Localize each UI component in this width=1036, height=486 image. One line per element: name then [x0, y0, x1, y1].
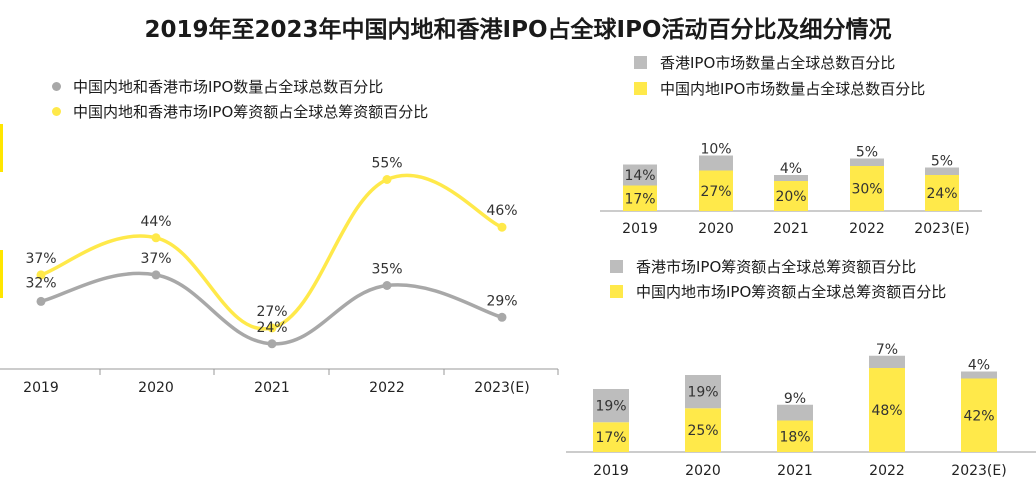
line-legend-label-count: 中国内地和香港市场IPO数量占全球总数百分比	[73, 78, 384, 96]
bar-top-data-label-mainland: 24%	[926, 186, 957, 202]
line-point-funds	[36, 270, 46, 280]
bar-bottom-data-label-mainland: 17%	[595, 430, 626, 446]
bar-top-data-label-hk: 5%	[856, 145, 878, 161]
line-data-label-count: 24%	[256, 320, 287, 336]
bar-bottom-bar-hk	[961, 371, 997, 379]
bar-bottom-data-label-hk: 9%	[784, 391, 806, 407]
edge-accent-mark	[0, 124, 3, 172]
bar-bottom-data-label-hk: 19%	[687, 385, 718, 401]
bar-bottom-bar-mainland	[593, 422, 629, 452]
bar-top-data-label-hk: 5%	[931, 154, 953, 170]
line-point-count	[497, 312, 507, 322]
line-data-label-count: 29%	[486, 293, 517, 309]
bar-top-bar-hk	[623, 164, 657, 186]
bar-top-bar-hk	[925, 167, 959, 175]
line-chart-x-tick-label: 2020	[138, 380, 174, 396]
line-data-label-funds: 37%	[25, 251, 56, 267]
bar-top-x-tick-label: 2019	[622, 221, 658, 237]
bar-top-legend-label-hk: 香港IPO市场数量占全球总数百分比	[660, 54, 896, 72]
line-legend-label-funds: 中国内地和香港市场IPO筹资额占全球总筹资额百分比	[73, 103, 429, 121]
bar-top-data-label-hk: 4%	[780, 161, 802, 177]
bar-top-data-label-mainland: 20%	[775, 189, 806, 205]
line-point-count	[36, 296, 46, 306]
line-point-funds	[497, 222, 507, 232]
bar-bottom-legend-label-hk: 香港市场IPO筹资额占全球总筹资额百分比	[636, 258, 917, 276]
line-data-label-funds: 46%	[486, 203, 517, 219]
line-data-label-funds: 44%	[140, 214, 171, 230]
bar-bottom-x-tick-label: 2019	[593, 463, 629, 479]
bar-bottom-bar-mainland	[961, 378, 997, 452]
bar-bottom-bar-mainland	[869, 368, 905, 452]
bar-top-bar-mainland	[623, 185, 657, 211]
legend-gray-dot-icon	[52, 82, 61, 91]
bar-top-bar-mainland	[699, 170, 733, 211]
bar-top-bar-mainland	[774, 181, 808, 211]
bar-top-bar-hk	[850, 158, 884, 166]
bar-top-legend-label-mainland: 中国内地IPO市场数量占全球总数百分比	[660, 80, 926, 98]
line-point-funds	[151, 233, 161, 243]
bar-top-legend-item-mainland: 中国内地IPO市场数量占全球总数百分比	[634, 78, 925, 99]
bar-bottom-legend-item-hk: 香港市场IPO筹资额占全球总筹资额百分比	[610, 256, 916, 277]
line-point-funds	[382, 175, 392, 184]
legend-yellow-square-icon	[610, 285, 623, 298]
line-data-label-count: 37%	[140, 251, 171, 267]
bar-top-x-tick-label: 2021	[773, 221, 809, 237]
bar-bottom-data-label-mainland: 18%	[779, 429, 810, 445]
line-point-count	[151, 270, 161, 280]
legend-yellow-dot-icon	[52, 107, 61, 116]
bar-top-x-tick-label: 2023(E)	[914, 221, 969, 237]
bar-bottom-data-label-mainland: 25%	[687, 423, 718, 439]
chart-title: 2019年至2023年中国内地和香港IPO占全球IPO活动百分比及细分情况	[144, 17, 892, 43]
line-legend-item-count: 中国内地和香港市场IPO数量占全球总数百分比	[52, 76, 383, 97]
legend-yellow-square-icon	[634, 82, 647, 95]
bar-top-data-label-hk: 10%	[700, 142, 731, 158]
bar-bottom-bar-hk	[685, 375, 721, 409]
bar-bottom-bar-hk	[593, 389, 629, 423]
bar-bottom-x-tick-label: 2020	[685, 463, 721, 479]
line-point-count	[267, 339, 277, 349]
bar-bottom-x-tick-label: 2021	[777, 463, 813, 479]
bar-bottom-bar-hk	[777, 404, 813, 421]
line-chart-x-tick-label: 2019	[23, 380, 59, 396]
line-chart-x-tick-label: 2023(E)	[474, 380, 529, 396]
bar-top-legend-item-hk: 香港IPO市场数量占全球总数百分比	[634, 52, 895, 73]
bar-top-bar-hk	[774, 175, 808, 181]
legend-gray-square-icon	[634, 56, 647, 69]
bar-bottom-data-label-hk: 19%	[595, 399, 626, 415]
bar-top-bar-mainland	[850, 166, 884, 211]
bar-bottom-x-tick-label: 2022	[869, 463, 905, 479]
bar-bottom-bar-hk	[869, 355, 905, 368]
bar-bottom-data-label-hk: 7%	[876, 342, 898, 358]
line-data-label-funds: 27%	[256, 304, 287, 320]
bar-top-bar-hk	[699, 155, 733, 171]
bar-bottom-bar-mainland	[685, 408, 721, 452]
line-chart-x-tick-label: 2021	[254, 380, 290, 396]
line-point-count	[382, 281, 392, 290]
bar-bottom-legend-label-mainland: 中国内地市场IPO筹资额占全球总筹资额百分比	[636, 283, 947, 301]
bar-bottom-data-label-hk: 4%	[968, 358, 990, 374]
bar-bottom-bar-mainland	[777, 420, 813, 452]
edge-accent-mark	[0, 250, 3, 298]
bar-bottom-data-label-mainland: 48%	[871, 403, 902, 419]
line-data-label-funds: 55%	[371, 156, 402, 172]
line-point-funds	[267, 323, 277, 333]
line-legend-item-funds: 中国内地和香港市场IPO筹资额占全球总筹资额百分比	[52, 101, 428, 122]
bar-top-data-label-mainland: 30%	[851, 182, 882, 198]
line-chart-x-tick-label: 2022	[369, 380, 405, 396]
legend-gray-square-icon	[610, 260, 623, 273]
bar-top-bar-mainland	[925, 175, 959, 211]
bar-bottom-data-label-mainland: 42%	[963, 408, 994, 424]
bar-bottom-x-tick-label: 2023(E)	[951, 463, 1006, 479]
bar-top-data-label-hk: 14%	[624, 168, 655, 184]
bar-top-data-label-mainland: 17%	[624, 191, 655, 207]
bar-top-x-tick-label: 2022	[849, 221, 885, 237]
bar-bottom-legend-item-mainland: 中国内地市场IPO筹资额占全球总筹资额百分比	[610, 281, 946, 302]
line-data-label-count: 35%	[371, 262, 402, 278]
bar-top-data-label-mainland: 27%	[700, 184, 731, 200]
line-data-label-count: 32%	[25, 275, 56, 291]
bar-top-x-tick-label: 2020	[698, 221, 734, 237]
